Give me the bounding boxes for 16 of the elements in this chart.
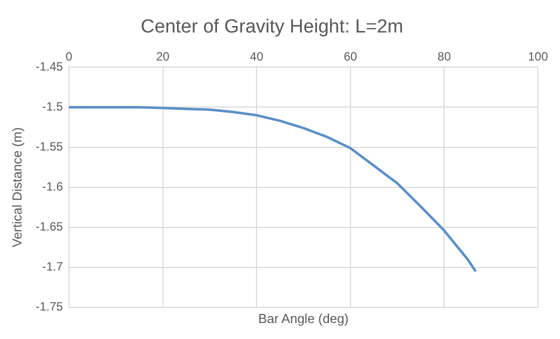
y-tick-label: -1.45 (36, 60, 64, 74)
chart-title: Center of Gravity Height: L=2m (140, 16, 404, 38)
y-axis-title: Vertical Distance (m) (9, 127, 24, 248)
y-tick-label: -1.55 (36, 140, 64, 154)
x-tick-label: 80 (438, 49, 452, 64)
y-tick-label: -1.7 (42, 260, 64, 274)
x-tick-label: 20 (156, 49, 170, 64)
y-tick-label: -1.65 (36, 220, 64, 234)
x-tick-label: 0 (66, 49, 73, 64)
x-tick-label: 100 (528, 49, 548, 64)
y-tick-label: -1.75 (36, 300, 64, 314)
x-axis-title: Bar Angle (deg) (258, 310, 349, 326)
y-tick-label: -1.5 (42, 100, 64, 114)
y-tick-label: -1.6 (42, 180, 64, 194)
x-tick-label: 40 (250, 49, 264, 64)
x-tick-label: 60 (344, 49, 358, 64)
